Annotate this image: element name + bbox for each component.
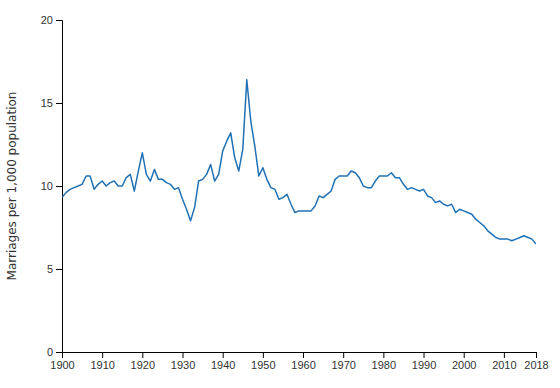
x-tick-label: 2000 <box>452 359 476 371</box>
x-tick-label: 2018 <box>524 359 548 371</box>
x-tick-mark <box>343 352 344 358</box>
x-tick-label: 1910 <box>90 359 114 371</box>
x-tick-label: 1920 <box>131 359 155 371</box>
plot: 1900 1910 1920 1930 1940 1950 1960 1970 1980 1990… <box>41 14 549 371</box>
chart: 1900 1910 1920 1930 1940 1950 1960 1970 1980 1990… <box>0 0 560 388</box>
x-axis-line <box>63 353 537 359</box>
y-tick: 5 <box>47 263 62 275</box>
x-tick-label: 1950 <box>251 359 275 371</box>
x-tick-mark <box>383 352 384 358</box>
x-tick-mark <box>142 352 143 358</box>
x-tick: 2000 <box>452 352 476 371</box>
y-tick-mark <box>56 269 62 270</box>
y-tick: 0 <box>47 346 62 358</box>
y-tick-mark <box>56 352 62 353</box>
x-tick-label: 1970 <box>331 359 355 371</box>
y-tick-label: 5 <box>47 263 53 275</box>
y-tick: 10 <box>41 180 62 192</box>
line <box>62 80 536 244</box>
x-tick: 2018 <box>524 352 548 371</box>
x-tick: 1900 <box>50 352 74 371</box>
x-tick: 1930 <box>171 352 195 371</box>
x-tick: 1960 <box>291 352 315 371</box>
x-tick-mark <box>424 352 425 358</box>
y-axis-line <box>56 21 63 353</box>
y-axis-label: Marriages per 1,000 population <box>5 92 19 281</box>
y-tick-label: 20 <box>41 14 53 26</box>
y-axis: 0 5 10 15 20 <box>41 14 63 358</box>
x-tick-label: 1960 <box>291 359 315 371</box>
x-tick: 1920 <box>131 352 155 371</box>
x-tick-mark <box>464 352 465 358</box>
y-tick-label: 10 <box>41 180 53 192</box>
x-tick-mark <box>223 352 224 358</box>
x-tick: 1980 <box>372 352 396 371</box>
x-tick: 1910 <box>90 352 114 371</box>
y-tick: 20 <box>41 14 62 26</box>
y-tick: 15 <box>41 97 62 109</box>
x-tick-label: 1930 <box>171 359 195 371</box>
y-tick-label: 15 <box>41 97 53 109</box>
y-tick-mark <box>56 20 62 21</box>
x-tick-label: 1990 <box>412 359 436 371</box>
x-tick-label: 1900 <box>50 359 74 371</box>
y-tick-mark <box>56 103 62 104</box>
y-tick-mark <box>56 186 62 187</box>
x-tick: 1990 <box>412 352 436 371</box>
x-tick-label: 2010 <box>492 359 516 371</box>
x-tick-mark <box>183 352 184 358</box>
x-tick-label: 1940 <box>211 359 235 371</box>
x-tick-mark <box>504 352 505 358</box>
x-axis: 1900 1910 1920 1930 1940 1950 1960 1970 1980 1990… <box>50 352 548 371</box>
x-tick: 1950 <box>251 352 275 371</box>
x-tick-mark <box>263 352 264 358</box>
x-tick: 2010 <box>492 352 516 371</box>
marks <box>62 80 536 244</box>
x-tick: 1940 <box>211 352 235 371</box>
x-tick-mark <box>102 352 103 358</box>
y-tick-label: 0 <box>47 346 53 358</box>
x-tick-label: 1980 <box>372 359 396 371</box>
x-tick: 1970 <box>331 352 355 371</box>
x-tick-mark <box>303 352 304 358</box>
x-tick-mark <box>536 352 537 358</box>
